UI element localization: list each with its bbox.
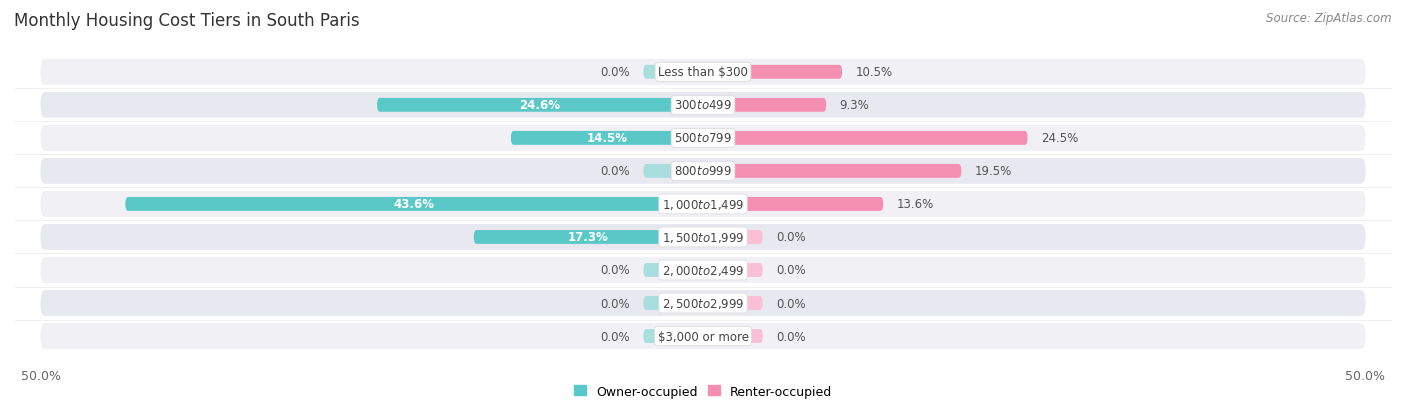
Text: $1,000 to $1,499: $1,000 to $1,499 <box>662 197 744 211</box>
Text: $300 to $499: $300 to $499 <box>673 99 733 112</box>
FancyBboxPatch shape <box>703 132 1028 145</box>
Text: 0.0%: 0.0% <box>776 297 806 310</box>
FancyBboxPatch shape <box>41 192 1365 217</box>
FancyBboxPatch shape <box>510 132 703 145</box>
FancyBboxPatch shape <box>125 197 703 211</box>
FancyBboxPatch shape <box>41 290 1365 316</box>
Text: 0.0%: 0.0% <box>600 330 630 343</box>
FancyBboxPatch shape <box>41 225 1365 250</box>
FancyBboxPatch shape <box>644 263 703 277</box>
FancyBboxPatch shape <box>644 329 703 343</box>
FancyBboxPatch shape <box>474 230 703 244</box>
Text: 0.0%: 0.0% <box>776 264 806 277</box>
FancyBboxPatch shape <box>41 159 1365 184</box>
Text: $2,000 to $2,499: $2,000 to $2,499 <box>662 263 744 277</box>
Text: 0.0%: 0.0% <box>600 297 630 310</box>
Text: 0.0%: 0.0% <box>600 66 630 79</box>
FancyBboxPatch shape <box>644 297 703 310</box>
FancyBboxPatch shape <box>703 164 962 178</box>
FancyBboxPatch shape <box>41 323 1365 349</box>
FancyBboxPatch shape <box>703 197 883 211</box>
FancyBboxPatch shape <box>703 329 762 343</box>
Legend: Owner-occupied, Renter-occupied: Owner-occupied, Renter-occupied <box>568 380 838 403</box>
FancyBboxPatch shape <box>703 230 762 244</box>
FancyBboxPatch shape <box>644 66 703 80</box>
Text: $2,500 to $2,999: $2,500 to $2,999 <box>662 296 744 310</box>
FancyBboxPatch shape <box>41 93 1365 119</box>
Text: 0.0%: 0.0% <box>600 165 630 178</box>
FancyBboxPatch shape <box>703 297 762 310</box>
Text: 0.0%: 0.0% <box>776 231 806 244</box>
Text: $3,000 or more: $3,000 or more <box>658 330 748 343</box>
Text: 24.6%: 24.6% <box>520 99 561 112</box>
Text: Monthly Housing Cost Tiers in South Paris: Monthly Housing Cost Tiers in South Pari… <box>14 12 360 30</box>
FancyBboxPatch shape <box>41 126 1365 152</box>
FancyBboxPatch shape <box>703 99 827 112</box>
Text: 43.6%: 43.6% <box>394 198 434 211</box>
Text: 24.5%: 24.5% <box>1040 132 1078 145</box>
Text: $500 to $799: $500 to $799 <box>673 132 733 145</box>
Text: 0.0%: 0.0% <box>776 330 806 343</box>
Text: Less than $300: Less than $300 <box>658 66 748 79</box>
FancyBboxPatch shape <box>703 263 762 277</box>
FancyBboxPatch shape <box>644 164 703 178</box>
Text: Source: ZipAtlas.com: Source: ZipAtlas.com <box>1267 12 1392 25</box>
Text: 0.0%: 0.0% <box>600 264 630 277</box>
Text: 19.5%: 19.5% <box>974 165 1012 178</box>
FancyBboxPatch shape <box>41 257 1365 283</box>
FancyBboxPatch shape <box>377 99 703 112</box>
Text: $800 to $999: $800 to $999 <box>673 165 733 178</box>
Text: $1,500 to $1,999: $1,500 to $1,999 <box>662 230 744 244</box>
Text: 9.3%: 9.3% <box>839 99 869 112</box>
FancyBboxPatch shape <box>41 60 1365 85</box>
Text: 13.6%: 13.6% <box>897 198 934 211</box>
Text: 10.5%: 10.5% <box>855 66 893 79</box>
Text: 14.5%: 14.5% <box>586 132 627 145</box>
Text: 17.3%: 17.3% <box>568 231 609 244</box>
FancyBboxPatch shape <box>703 66 842 80</box>
